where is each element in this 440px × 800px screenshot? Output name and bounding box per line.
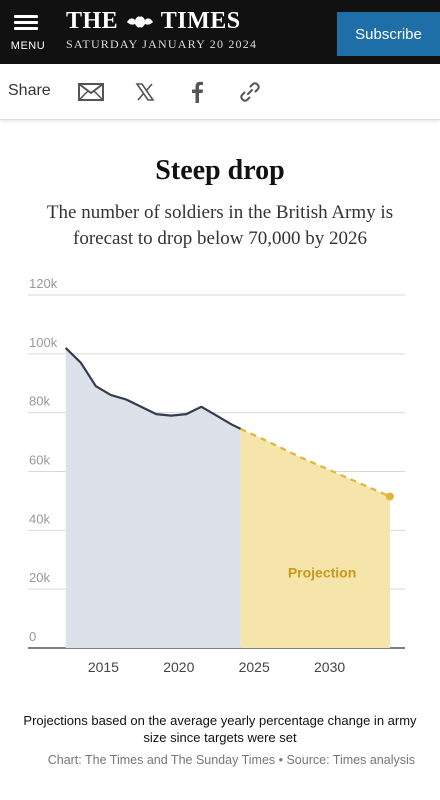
projection-end-point (385, 492, 394, 501)
y-tick-label: 100k (29, 335, 58, 350)
hamburger-icon (14, 15, 38, 31)
line-layer (64, 347, 394, 501)
army-size-chart: 0 20k 40k 60k 80k 100k 120k 2015 2020 2025 2030 Pro… (28, 276, 405, 675)
y-tick-label: 120k (29, 276, 58, 291)
menu-button[interactable]: MENU (0, 0, 56, 64)
link-icon[interactable] (237, 80, 263, 104)
menu-label: MENU (10, 40, 46, 52)
share-label: Share (8, 82, 51, 99)
edition-date: SATURDAY JANUARY 20 2024 (66, 37, 258, 51)
history-area (65, 347, 241, 648)
y-tick-label: 60k (29, 453, 50, 468)
x-tick-label: 2015 (88, 659, 119, 675)
chart-subtitle: The number of soldiers in the British Ar… (46, 202, 394, 249)
subscribe-button[interactable]: Subscribe (337, 12, 440, 56)
history-line (64, 347, 242, 430)
projection-annotation: Projection (288, 564, 356, 580)
y-tick-label: 40k (29, 511, 50, 526)
x-tick-label: 2020 (163, 659, 194, 675)
mail-icon[interactable] (78, 80, 104, 104)
masthead-logo[interactable]: THE TIMES SATURDAY JANUARY 20 2024 (66, 8, 336, 52)
logo-text-left: THE (66, 8, 119, 34)
crest-icon (126, 16, 153, 29)
projection-line (240, 427, 391, 498)
top-bar: MENU THE TIMES SATURDAY JANUARY 20 2024 … (0, 0, 440, 64)
y-tick-label: 80k (29, 394, 50, 409)
facebook-icon[interactable] (184, 80, 210, 104)
x-icon[interactable] (132, 80, 158, 104)
area-layer (65, 347, 390, 648)
y-tick-label: 20k (29, 570, 50, 585)
x-tick-label: 2030 (314, 659, 345, 675)
projection-area (240, 428, 390, 648)
chart-source: Chart: The Times and The Sunday Times • … (47, 753, 415, 767)
logo-text-right: TIMES (160, 8, 241, 34)
share-bar: Share (0, 64, 440, 120)
label-layer: 0 20k 40k 60k 80k 100k 120k 2015 2020 2025 2030 Pro… (29, 276, 356, 675)
x-tick-label: 2025 (239, 659, 270, 675)
y-tick-label: 0 (29, 629, 36, 644)
chart-title: Steep drop (155, 155, 285, 186)
chart-footnote: Projections based on the average yearly … (23, 713, 417, 745)
